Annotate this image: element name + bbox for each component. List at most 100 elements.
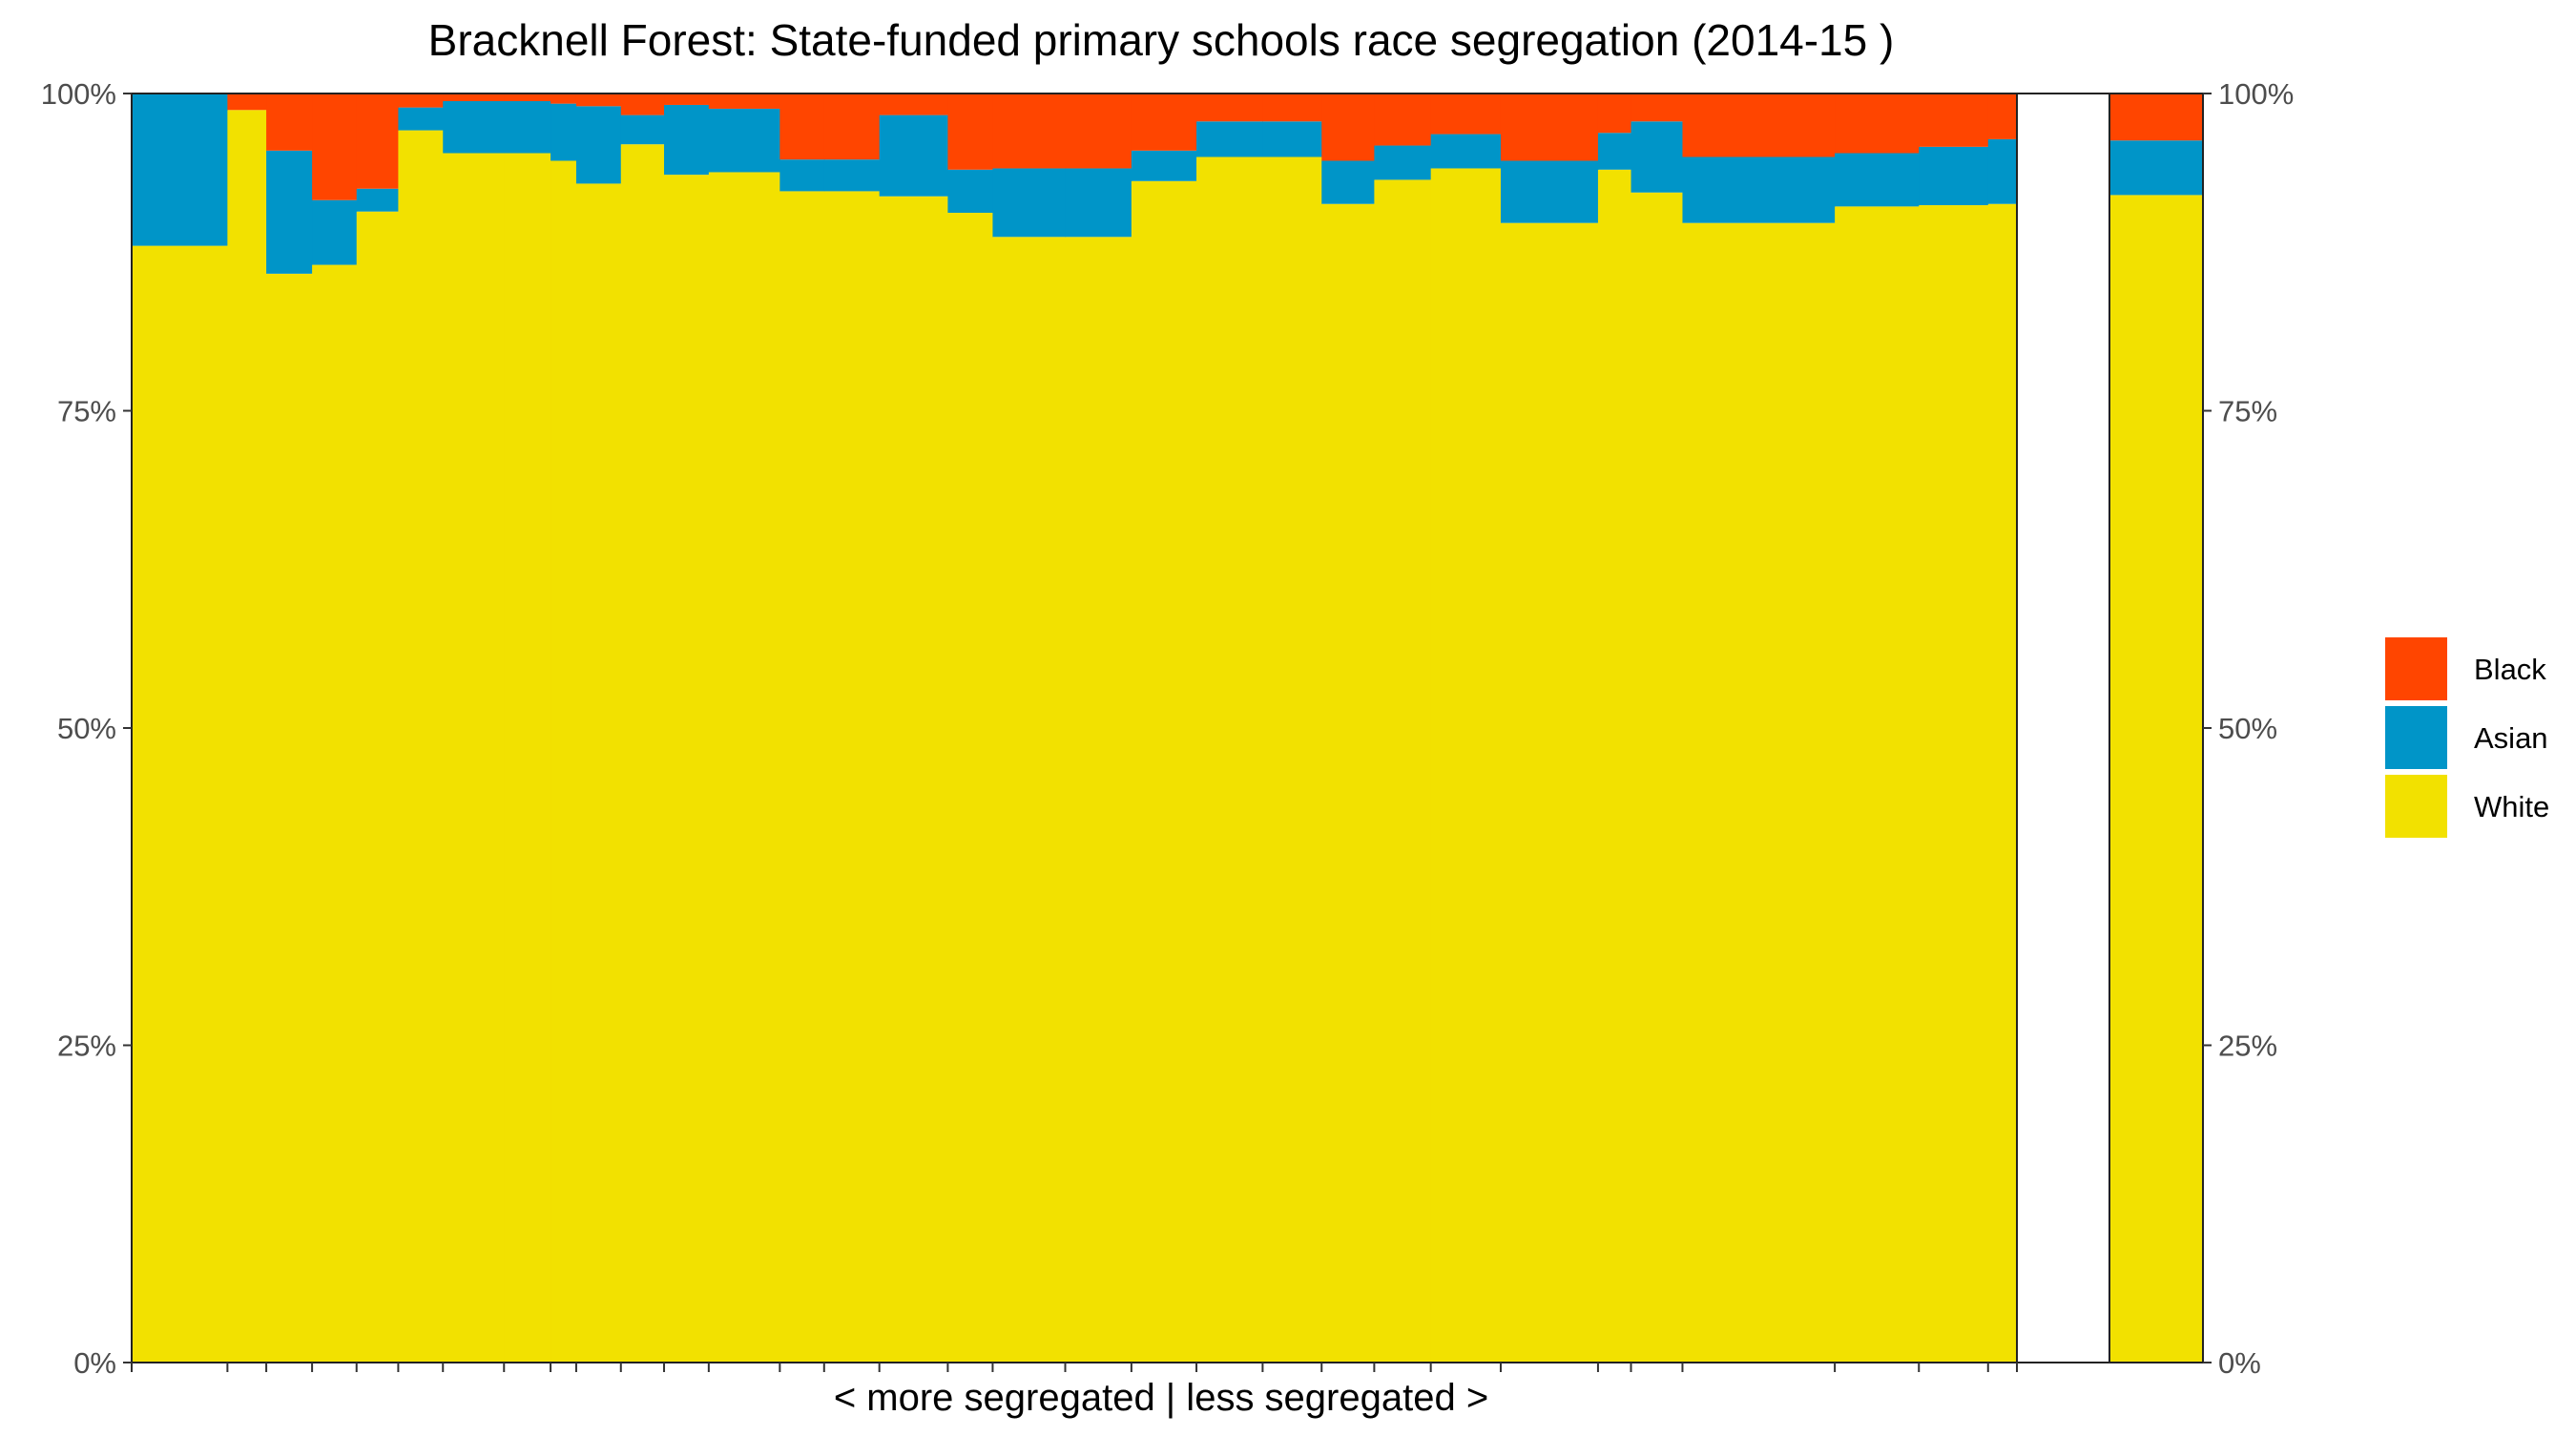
bar-school-31-white	[1919, 205, 1989, 1363]
bar-school-6-black	[398, 94, 444, 108]
bar-school-29-white	[1682, 222, 1836, 1363]
bar-school-5-white	[356, 211, 400, 1363]
legend: Black Asian White	[2385, 637, 2549, 838]
bar-school-32-asian	[1987, 138, 2018, 204]
y-axis-right: 0% 25% 50% 75% 100%	[2203, 77, 2294, 1380]
bar-school-18-white	[992, 237, 1067, 1363]
bar-school-17-black	[947, 94, 994, 170]
bar-school-24-asian	[1374, 145, 1432, 180]
bar-school-13-white	[708, 172, 780, 1363]
bar-school-15-asian	[823, 159, 881, 192]
bar-school-27-asian	[1597, 133, 1632, 170]
bar-school-1-asian	[132, 94, 228, 246]
bar-school-7-white	[443, 153, 505, 1363]
bar-school-2-white	[227, 110, 267, 1363]
bar-school-3-white	[266, 273, 313, 1363]
bar-school-13-asian	[708, 108, 780, 173]
bar-school-17-asian	[947, 169, 994, 214]
bar-school-28-white	[1631, 192, 1684, 1363]
bar-school-15-white	[823, 191, 881, 1363]
bar-school-30-black	[1835, 94, 1920, 154]
legend-label-black: Black	[2474, 653, 2546, 686]
bar-school-19-black	[1065, 94, 1132, 169]
y-tick-label-left: 0%	[73, 1346, 116, 1380]
legend-swatch-asian	[2385, 706, 2447, 769]
bar-school-21-black	[1196, 94, 1264, 122]
bar-school-11-black	[620, 94, 665, 115]
y-tick-label-right: 50%	[2218, 712, 2277, 745]
bar-school-26-white	[1500, 222, 1599, 1363]
bar-school-2-black	[227, 94, 267, 111]
bar-school-13-black	[708, 94, 780, 109]
bar-school-21-asian	[1196, 121, 1264, 157]
bar-school-10-white	[575, 183, 622, 1363]
bar-school-30-asian	[1835, 153, 1920, 207]
bar-school-28-asian	[1631, 121, 1684, 193]
bar-school-24-white	[1374, 179, 1432, 1363]
legend-swatch-black	[2385, 637, 2447, 700]
bar-school-10-black	[575, 94, 622, 107]
bar-school-25-asian	[1430, 134, 1502, 169]
bar-school-17-white	[947, 213, 994, 1363]
bar-school-16-asian	[879, 114, 949, 197]
bar-school-32-white	[1987, 203, 2018, 1363]
bar-school-7-asian	[443, 100, 505, 154]
bar-school-8-white	[504, 153, 551, 1363]
bar-school-11-asian	[620, 114, 665, 145]
bar-school-3-black	[266, 94, 313, 151]
bar-school-14-white	[779, 191, 825, 1363]
bar-school-4-white	[312, 264, 358, 1363]
y-tick-label-right: 25%	[2218, 1030, 2277, 1063]
bar-school-21-white	[1196, 156, 1264, 1363]
bar-school-20-asian	[1131, 150, 1197, 181]
bar-school-25-white	[1430, 168, 1502, 1363]
bar-school-27-white	[1597, 169, 1632, 1363]
bar-school-19-white	[1065, 237, 1132, 1363]
bar-school-30-white	[1835, 206, 1920, 1363]
bar-school-10-asian	[575, 106, 622, 184]
bar-school-6-asian	[398, 107, 444, 131]
bar-school-12-asian	[664, 104, 710, 176]
bar-school-22-white	[1262, 156, 1322, 1363]
bar-school-23-white	[1321, 203, 1375, 1363]
bar-school-28-black	[1631, 94, 1684, 122]
bar-school-12-black	[664, 94, 710, 105]
x-axis-label: < more segregated | less segregated >	[834, 1377, 1488, 1419]
bar-school-27-black	[1597, 94, 1632, 134]
bar-school-29-asian	[1682, 156, 1836, 223]
bar-school-3-asian	[266, 150, 313, 274]
bar-school-18-asian	[992, 168, 1067, 238]
y-tick-label-left: 100%	[41, 77, 116, 111]
bar-school-6-white	[398, 130, 444, 1363]
bar-school-24-black	[1374, 94, 1432, 146]
bar-school-16-white	[879, 196, 949, 1363]
x-axis-ticks	[131, 1363, 2018, 1372]
bar-school-11-white	[620, 144, 665, 1363]
bar-school-9-asian	[551, 103, 577, 161]
bar-gap	[2017, 94, 2109, 1363]
bar-school-9-white	[551, 160, 577, 1363]
plot-bars	[132, 94, 2203, 1363]
bar-school-23-black	[1321, 94, 1375, 161]
bar-overall-white	[2109, 195, 2203, 1363]
bar-school-15-black	[823, 94, 881, 160]
bar-school-5-black	[356, 94, 400, 189]
bar-school-4-black	[312, 94, 358, 200]
bar-school-8-asian	[504, 100, 551, 154]
bar-school-14-asian	[779, 159, 825, 192]
bar-school-25-black	[1430, 94, 1502, 135]
bar-school-4-asian	[312, 199, 358, 265]
y-tick-label-left: 75%	[57, 395, 116, 428]
bar-school-16-black	[879, 94, 949, 115]
bar-school-26-black	[1500, 94, 1599, 161]
bar-school-20-black	[1131, 94, 1197, 151]
bar-overall-asian	[2109, 140, 2203, 196]
bar-school-1-white	[132, 245, 228, 1363]
bar-school-32-black	[1987, 94, 2018, 139]
bar-school-5-asian	[356, 188, 400, 212]
y-axis-left: 0% 25% 50% 75% 100%	[41, 77, 132, 1380]
bar-school-20-white	[1131, 180, 1197, 1363]
bar-school-9-black	[551, 94, 577, 104]
